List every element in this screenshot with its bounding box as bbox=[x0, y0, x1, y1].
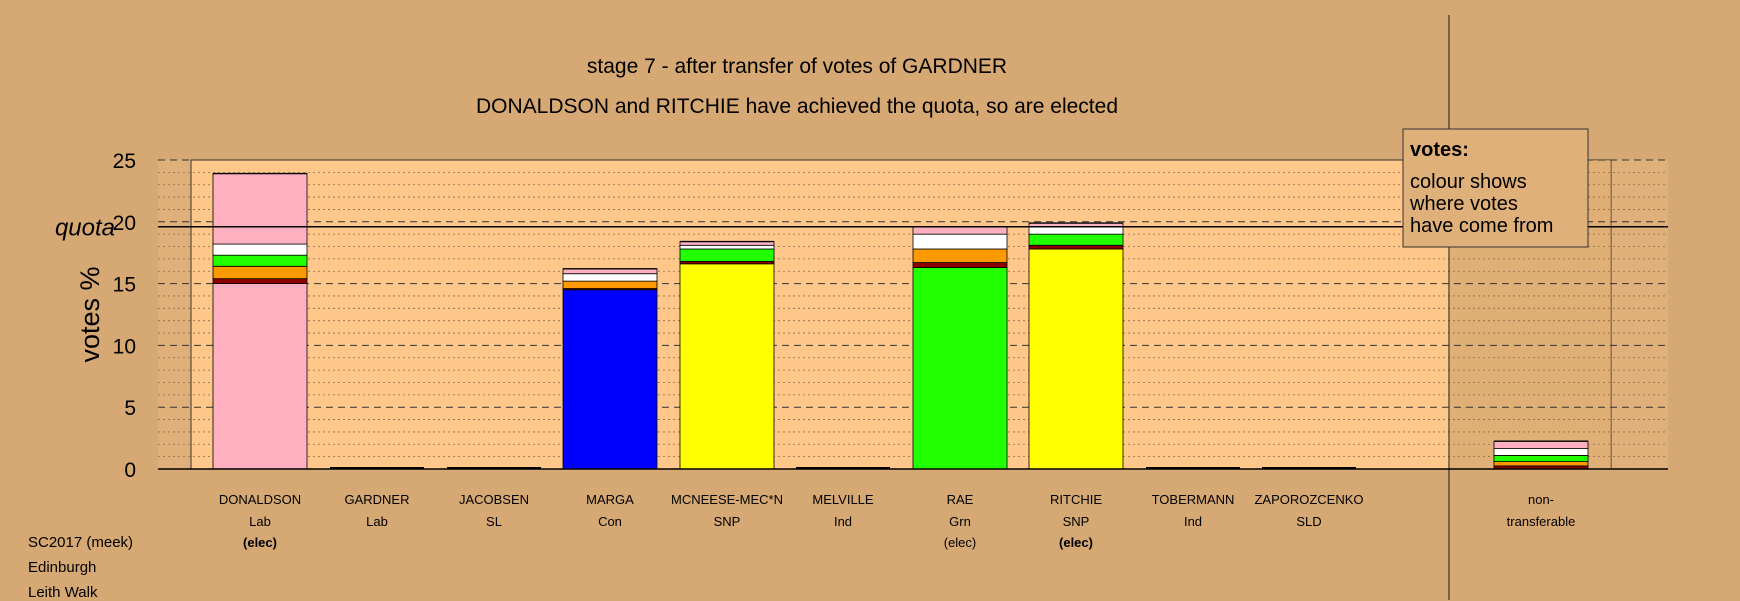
candidate-name-label: RAE bbox=[947, 492, 974, 507]
legend-title: votes: bbox=[1410, 139, 1469, 161]
candidate-party-label: Grn bbox=[949, 514, 971, 529]
candidate-party-label: Ind bbox=[1184, 514, 1202, 529]
bar-donaldson-segment bbox=[212, 265, 308, 280]
candidate-name-label: ZAPOROZCENKO bbox=[1254, 492, 1363, 507]
candidate-name-label: DONALDSON bbox=[219, 492, 301, 507]
bar-marga-segment bbox=[562, 280, 658, 289]
candidate-party-label: Con bbox=[598, 514, 622, 529]
nontransferable-label-line2: transferable bbox=[1507, 514, 1576, 529]
bar-marga-segment bbox=[562, 268, 658, 275]
candidate-party-label: Lab bbox=[366, 514, 388, 529]
candidate-name-label: MARGA bbox=[586, 492, 634, 507]
candidate-name-label: GARDNER bbox=[344, 492, 409, 507]
bar-ritchie-segment bbox=[1028, 226, 1124, 235]
bar-mcneesemecn-segment bbox=[679, 248, 775, 262]
y-tick-label: 20 bbox=[113, 212, 136, 235]
candidate-name-label: TOBERMANN bbox=[1152, 492, 1235, 507]
bar-rae-segment bbox=[912, 248, 1008, 263]
bar-nontransferable-segment bbox=[1493, 448, 1589, 456]
bar-mcneesemecn-segment bbox=[679, 263, 775, 470]
legend-box bbox=[1402, 128, 1589, 248]
bar-nontransferable-segment bbox=[1493, 440, 1589, 450]
bar-marga-segment bbox=[562, 273, 658, 282]
y-tick-label: 10 bbox=[113, 335, 136, 358]
plot-area bbox=[190, 159, 1612, 470]
footer-council: Edinburgh bbox=[28, 559, 97, 576]
chart-title: stage 7 - after transfer of votes of GAR… bbox=[587, 55, 1007, 78]
bar-mcneesemecn-segment bbox=[679, 244, 775, 250]
candidate-status-label: (elec) bbox=[243, 535, 277, 550]
bar-rae-segment bbox=[912, 226, 1008, 235]
candidate-party-label: SLD bbox=[1296, 514, 1321, 529]
candidate-name-label: RITCHIE bbox=[1050, 492, 1102, 507]
candidate-party-label: Lab bbox=[249, 514, 271, 529]
bar-rae-segment bbox=[912, 267, 1008, 470]
legend-text-line: where votes bbox=[1409, 193, 1518, 215]
candidate-status-label: (elec) bbox=[1059, 535, 1093, 550]
candidate-party-label: SNP bbox=[714, 514, 741, 529]
nontransferable-label-line1: non- bbox=[1528, 492, 1554, 507]
bar-donaldson-segment bbox=[212, 243, 308, 256]
y-tick-label: 15 bbox=[113, 274, 136, 297]
bar-ritchie-segment bbox=[1028, 244, 1124, 250]
candidate-party-label: Ind bbox=[834, 514, 852, 529]
candidate-name-label: MELVILLE bbox=[812, 492, 874, 507]
bar-rae-segment bbox=[912, 262, 1008, 268]
bar-donaldson-segment bbox=[212, 283, 308, 470]
legend-text-line: have come from bbox=[1410, 215, 1553, 237]
y-tick-label: 0 bbox=[124, 459, 136, 482]
y-tick-label: 5 bbox=[124, 397, 136, 420]
candidate-status-label: (elec) bbox=[944, 535, 977, 550]
candidate-party-label: SNP bbox=[1063, 514, 1090, 529]
bar-ritchie-segment bbox=[1028, 233, 1124, 246]
footer-election: SC2017 (meek) bbox=[28, 534, 134, 551]
y-tick-label: 25 bbox=[113, 150, 136, 173]
bar-nontransferable-segment bbox=[1493, 455, 1589, 462]
candidate-name-label: JACOBSEN bbox=[459, 492, 529, 507]
footer-ward: Leith Walk bbox=[28, 584, 98, 601]
bar-ritchie-segment bbox=[1028, 248, 1124, 470]
bar-donaldson-segment bbox=[212, 254, 308, 267]
bar-rae-segment bbox=[912, 233, 1008, 250]
bar-nontransferable-segment bbox=[1493, 461, 1589, 467]
bar-donaldson-segment bbox=[212, 173, 308, 245]
legend-text-line: colour shows bbox=[1410, 171, 1527, 193]
candidate-name-label: MCNEESE-MEC*N bbox=[671, 492, 783, 507]
bar-marga-segment bbox=[562, 289, 658, 470]
candidate-party-label: SL bbox=[486, 514, 502, 529]
quota-label: quota bbox=[55, 215, 115, 242]
y-axis-label: votes % bbox=[75, 266, 105, 362]
bar-donaldson-segment bbox=[212, 278, 308, 285]
chart-subtitle: DONALDSON and RITCHIE have achieved the … bbox=[476, 95, 1118, 118]
